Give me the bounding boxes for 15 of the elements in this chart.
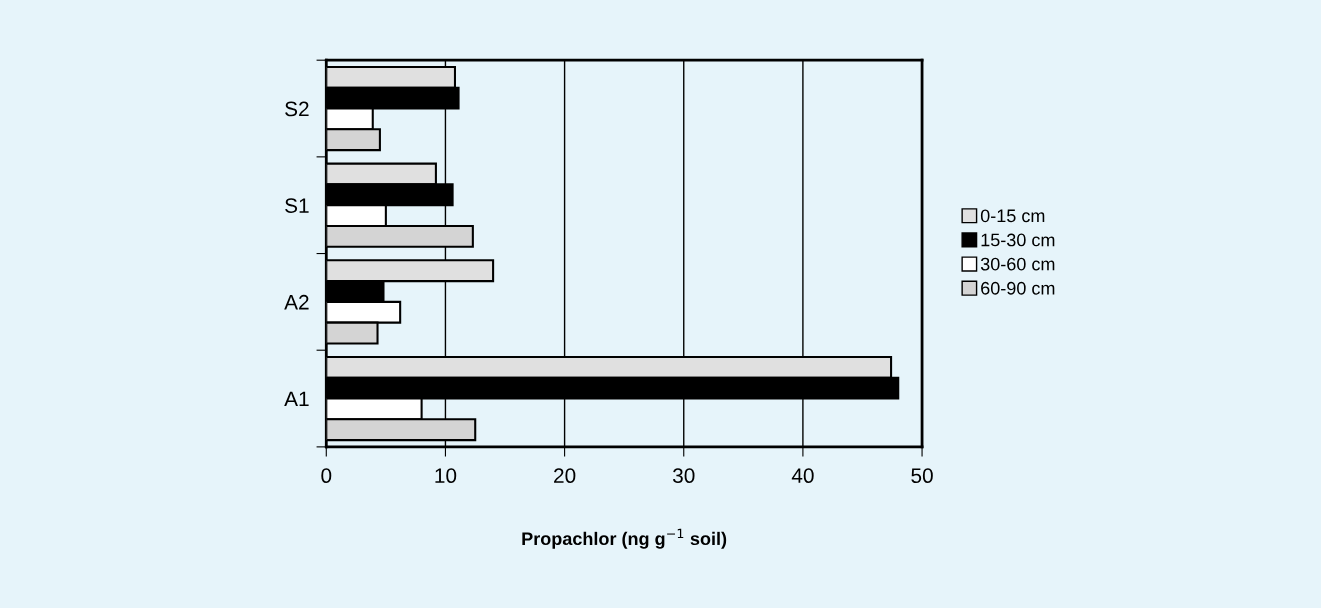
y-tick-label: A2 (284, 294, 309, 310)
x-tick-label: 30 (672, 468, 695, 484)
x-axis-title: Propachlor (ng g$^{−1}$ soil) (522, 528, 727, 549)
x-tick-label: 50 (911, 468, 933, 484)
y-tick-label: A1 (284, 391, 309, 407)
x-tick-label: 20 (554, 468, 576, 484)
legend-label: 15-30 cm (981, 233, 1055, 247)
x-tick-label: 10 (435, 468, 457, 484)
legend-label: 30-60 cm (980, 257, 1055, 271)
x-tick-label: 0 (321, 468, 332, 484)
legend-label: 0-15 cm (980, 209, 1045, 223)
legend-label: 60-90 cm (981, 281, 1055, 295)
y-tick-label: S2 (285, 101, 309, 117)
x-tick-label: 40 (791, 468, 814, 484)
y-tick-label: S1 (285, 198, 309, 213)
